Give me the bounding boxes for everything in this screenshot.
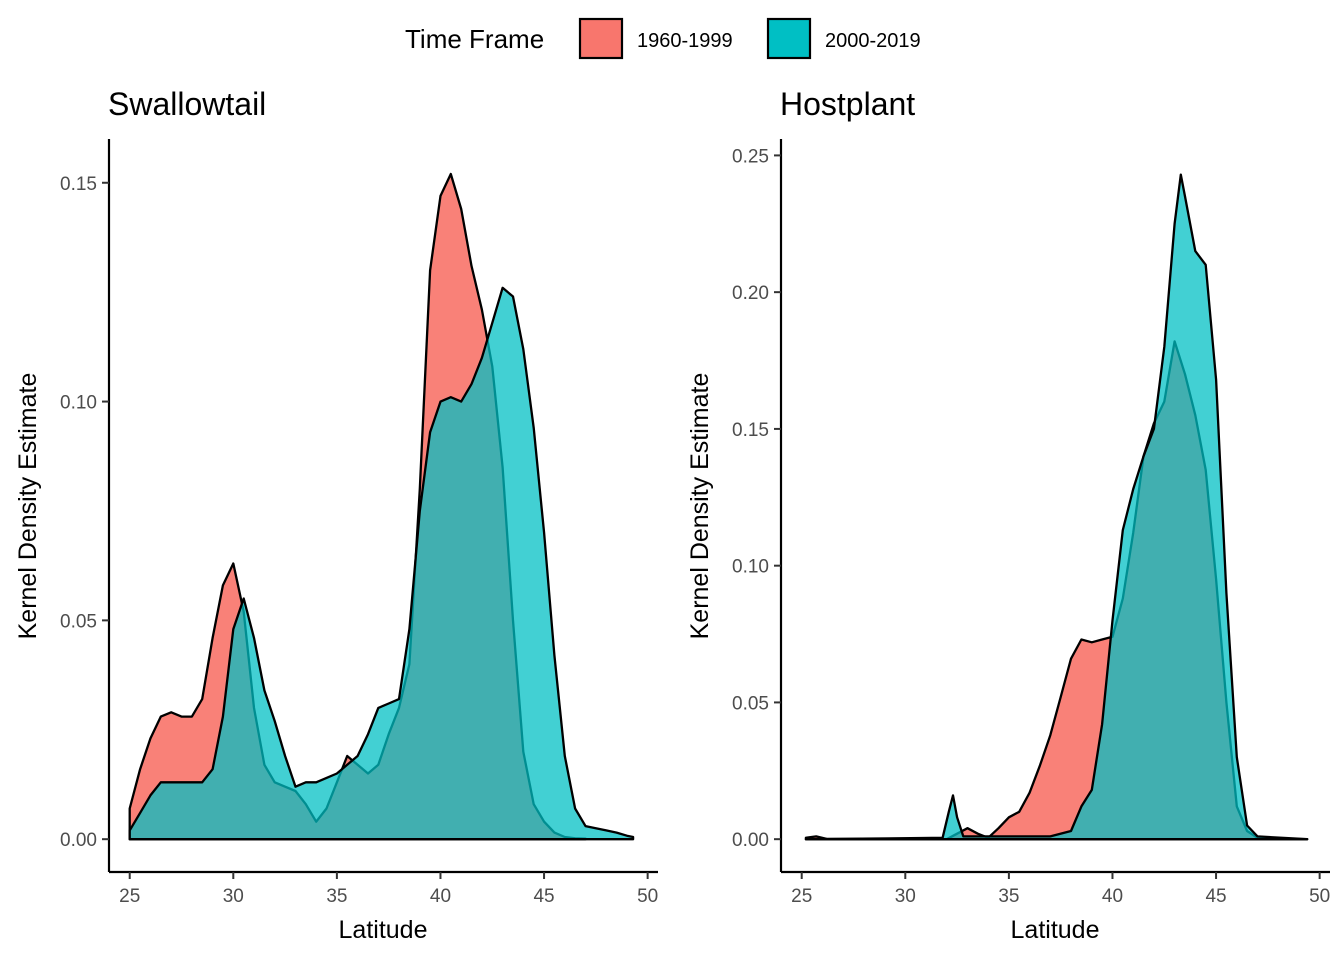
y-tick-label: 0.15 [60,174,97,195]
density-area-2000-2019 [804,173,1309,841]
axes: 25 30 35 40 45 50 0.00 0.05 0.10 0.15 0.20 0.25 [732,139,1330,907]
x-tick-label: 30 [895,886,916,907]
y-axis-title: Kernel Density Estimate [14,373,42,640]
y-tick-label: 0.00 [732,830,769,851]
density-areas [128,172,635,841]
y-tick-label: 0.10 [732,557,769,578]
x-tick-label: 40 [430,886,451,907]
axes: 25 30 35 40 45 50 0.00 0.05 0.10 0.15 [60,139,658,907]
panel-swallowtail: Swallowtail 25 30 35 40 45 50 0.00 0.05 0.10 0.15… [14,86,658,944]
x-axis-title: Latitude [1011,916,1100,944]
x-axis-title: Latitude [339,916,428,944]
x-tick-label: 25 [791,886,812,907]
legend-title: Time Frame [405,24,544,54]
x-tick-label: 50 [637,886,658,907]
x-tick-label: 45 [533,886,554,907]
density-area-2000-2019 [128,286,635,841]
panel-title: Swallowtail [108,86,266,122]
legend-swatch-2000-2019 [766,17,812,60]
legend-label-2000-2019: 2000-2019 [825,30,921,52]
y-axis-title: Kernel Density Estimate [686,373,714,640]
x-tick-label: 30 [223,886,244,907]
x-tick-label: 40 [1102,886,1123,907]
y-tick-label: 0.25 [732,146,769,167]
y-tick-label: 0.00 [60,830,97,851]
x-tick-label: 25 [119,886,140,907]
y-tick-label: 0.05 [60,611,97,632]
panel-hostplant: Hostplant 25 30 35 40 45 50 0.00 0.05 0.10 0.15 0.… [686,86,1330,944]
y-tick-label: 0.10 [60,393,97,414]
x-tick-label: 35 [326,886,347,907]
y-tick-label: 0.05 [732,693,769,714]
y-tick-label: 0.20 [732,283,769,304]
x-tick-label: 45 [1205,886,1226,907]
x-tick-label: 50 [1309,886,1330,907]
density-areas [804,173,1309,841]
y-tick-label: 0.15 [732,420,769,441]
legend-label-1960-1999: 1960-1999 [637,30,733,52]
legend: Time Frame 1960-1999 2000-2019 [405,17,921,60]
x-tick-label: 35 [998,886,1019,907]
legend-swatch-1960-1999 [578,17,624,60]
panel-title: Hostplant [780,86,915,122]
